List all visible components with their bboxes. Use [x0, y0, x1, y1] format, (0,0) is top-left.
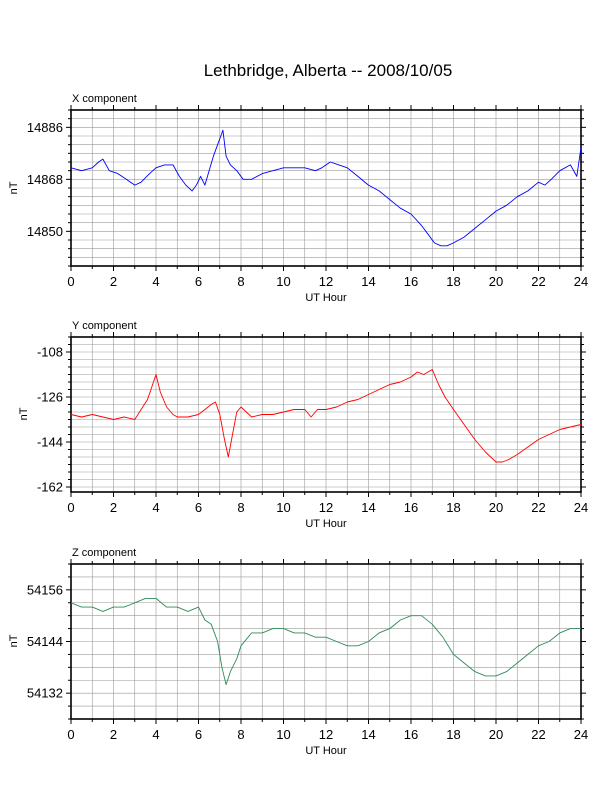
panel-y-xtick-label: 4	[152, 500, 159, 515]
panel-x-xtick-label: 8	[237, 274, 244, 289]
panel-x-xtick-label: 24	[574, 274, 588, 289]
panel-z-xtick-label: 24	[574, 727, 588, 742]
panel-z-xtick-label: 18	[446, 727, 460, 742]
panel-x-xtick-label: 18	[446, 274, 460, 289]
panel-x-xtick-label: 6	[195, 274, 202, 289]
panel-z: Z component nT UT Hour 0 2 4 6 8 10 12 14 16 18 20…	[8, 547, 588, 757]
panel-y-title: Y component	[72, 320, 137, 332]
panel-x: X component nT UT Hour 0 2 4 6 8 10 12 14 16 18 20…	[8, 93, 588, 304]
panel-y-ytick-label: -144	[37, 435, 63, 450]
panel-z-xtick-label: 8	[237, 727, 244, 742]
panel-y-series-line	[70, 369, 582, 463]
panel-z-xtick-label: 20	[489, 727, 503, 742]
panel-x-xtick-label: 0	[67, 274, 74, 289]
panel-z-xtick-label: 12	[319, 727, 333, 742]
panel-x-xlabel: UT Hour	[305, 292, 347, 304]
panel-z-xtick-label: 22	[531, 727, 545, 742]
panel-x-title: X component	[72, 93, 137, 105]
panel-z-ytick-label: 54132	[27, 686, 63, 701]
panel-z-xtick-label: 16	[404, 727, 418, 742]
panel-x-ytick-label: 14868	[27, 172, 63, 187]
figure-title: Lethbridge, Alberta -- 2008/10/05	[204, 61, 453, 80]
panel-z-ytick-label: 54144	[27, 634, 63, 649]
panel-y-ytick-label: -162	[37, 480, 63, 495]
panel-y-xtick-label: 16	[404, 500, 418, 515]
panel-x-ytick-label: 14886	[27, 120, 63, 135]
panel-z-xtick-label: 2	[110, 727, 117, 742]
panel-y-xtick-label: 2	[110, 500, 117, 515]
panel-x-xtick-label: 2	[110, 274, 117, 289]
panel-z-title: Z component	[72, 547, 136, 559]
panel-y-xtick-label: 6	[195, 500, 202, 515]
panel-y-xtick-label: 14	[361, 500, 375, 515]
panel-x-xtick-label: 14	[361, 274, 375, 289]
panel-y-xtick-label: 8	[237, 500, 244, 515]
panel-z-xtick-label: 10	[276, 727, 290, 742]
panel-z-xtick-label: 6	[195, 727, 202, 742]
panel-y-xtick-label: 20	[489, 500, 503, 515]
panel-x-xtick-label: 12	[319, 274, 333, 289]
panel-x-xtick-label: 16	[404, 274, 418, 289]
panel-y-xtick-label: 24	[574, 500, 588, 515]
panel-x-ylabel: nT	[8, 181, 20, 194]
panel-y-xlabel: UT Hour	[305, 518, 347, 530]
panel-y-xtick-label: 0	[67, 500, 74, 515]
panel-y-xtick-label: 22	[531, 500, 545, 515]
panel-x-ytick-label: 14850	[27, 224, 63, 239]
panel-y: Y component nT UT Hour 0 2 4 6 8 10 12 14 16 18 20…	[18, 320, 588, 530]
panel-x-series-line	[70, 129, 582, 247]
panel-z-series-line	[70, 597, 581, 686]
panel-z-ytick-label: 54156	[27, 582, 63, 597]
panel-z-xtick-label: 4	[152, 727, 159, 742]
panel-z-xlabel: UT Hour	[305, 745, 347, 757]
panel-y-xtick-label: 12	[319, 500, 333, 515]
panel-y-ylabel: nT	[18, 407, 30, 420]
panel-y-ytick-label: -126	[37, 390, 63, 405]
panel-z-xtick-label: 14	[361, 727, 375, 742]
panel-z-xtick-label: 0	[67, 727, 74, 742]
panel-x-xtick-label: 10	[276, 274, 290, 289]
panel-x-xtick-label: 22	[531, 274, 545, 289]
panel-x-xtick-label: 4	[152, 274, 159, 289]
panel-z-ylabel: nT	[8, 634, 20, 647]
panel-y-ytick-label: -108	[37, 345, 63, 360]
panel-y-xtick-label: 18	[446, 500, 460, 515]
panel-x-xtick-label: 20	[489, 274, 503, 289]
panel-y-xtick-label: 10	[276, 500, 290, 515]
